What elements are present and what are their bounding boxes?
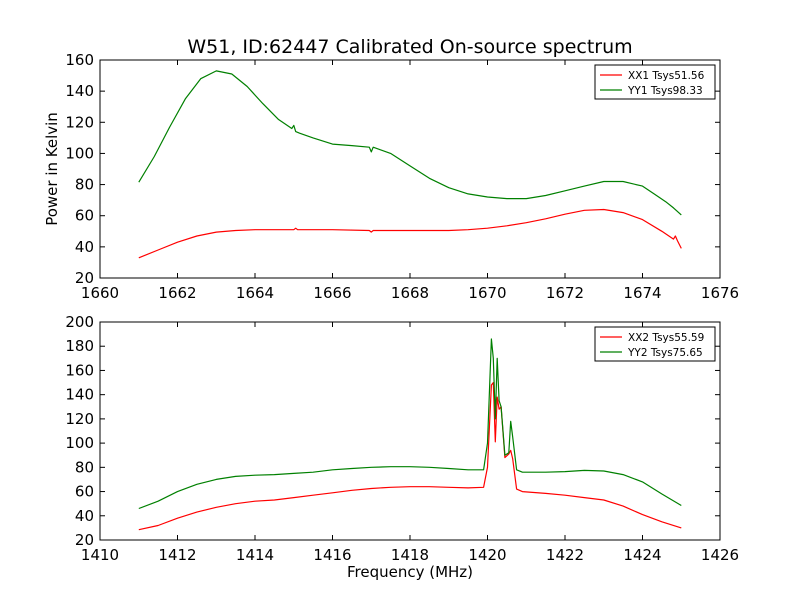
series-line-yy	[138, 338, 682, 510]
chart-title: W51, ID:62447 Calibrated On-source spect…	[187, 36, 632, 58]
x-tick-label: 1422	[546, 546, 584, 564]
y-tick-label: 160	[65, 51, 94, 69]
legend-box	[594, 64, 716, 100]
x-tick-label: 1676	[701, 284, 739, 302]
legend-box	[594, 326, 716, 362]
y-axis-label: Power in Kelvin	[43, 112, 61, 226]
x-tick-label: 1410	[81, 546, 119, 564]
top-spectrum-plot: 1660 1662 1664 1666 1668 1670 1672 1674 1676 20 40…	[43, 51, 739, 302]
y-tick-label: 180	[65, 337, 94, 355]
series-line-xx	[138, 208, 682, 259]
x-tick-label: 1670	[468, 284, 506, 302]
y-tick-label: 80	[75, 176, 94, 194]
x-tick-label: 1418	[391, 546, 429, 564]
x-tick-label: 1666	[313, 284, 351, 302]
y-tick-label: 160	[65, 361, 94, 379]
x-axis-label: Frequency (MHz)	[347, 563, 473, 581]
y-tick-label: 100	[65, 434, 94, 452]
y-tick-label: 140	[65, 386, 94, 404]
y-tick-label: 20	[75, 269, 94, 287]
y-tick-label: 200	[65, 313, 94, 331]
y-tick-label: 140	[65, 82, 94, 100]
x-tick-label: 1668	[391, 284, 429, 302]
series-line-xx	[138, 382, 682, 531]
y-tick-label: 80	[75, 458, 94, 476]
x-tick-label: 1672	[546, 284, 584, 302]
y-tick-label: 40	[75, 507, 94, 525]
legend-entry: XX2 Tsys55.59	[628, 332, 704, 344]
legend-entry: YY2 Tsys75.65	[627, 347, 703, 359]
y-tick-label: 40	[75, 238, 94, 256]
x-tick-label: 1426	[701, 546, 739, 564]
x-tick-label: 1424	[623, 546, 661, 564]
y-tick-label: 60	[75, 483, 94, 501]
y-tick-label: 20	[75, 531, 94, 549]
legend-entry: YY1 Tsys98.33	[627, 85, 703, 97]
plot-frame	[99, 59, 721, 279]
x-tick-label: 1664	[236, 284, 274, 302]
x-tick-label: 1420	[468, 546, 506, 564]
x-tick-label: 1660	[81, 284, 119, 302]
x-tick-label: 1416	[313, 546, 351, 564]
plot-frame	[99, 321, 721, 541]
x-tick-label: 1414	[236, 546, 274, 564]
y-tick-label: 120	[65, 410, 94, 428]
bottom-spectrum-plot: 1410 1412 1414 1416 1418 1420 1422 1424 1426 20 40…	[65, 313, 739, 581]
x-tick-label: 1674	[623, 284, 661, 302]
y-tick-label: 100	[65, 144, 94, 162]
x-tick-label: 1662	[158, 284, 196, 302]
series-line-yy	[138, 70, 682, 216]
y-tick-label: 120	[65, 113, 94, 131]
x-tick-label: 1412	[158, 546, 196, 564]
legend-entry: XX1 Tsys51.56	[628, 70, 705, 82]
y-tick-label: 60	[75, 207, 94, 225]
